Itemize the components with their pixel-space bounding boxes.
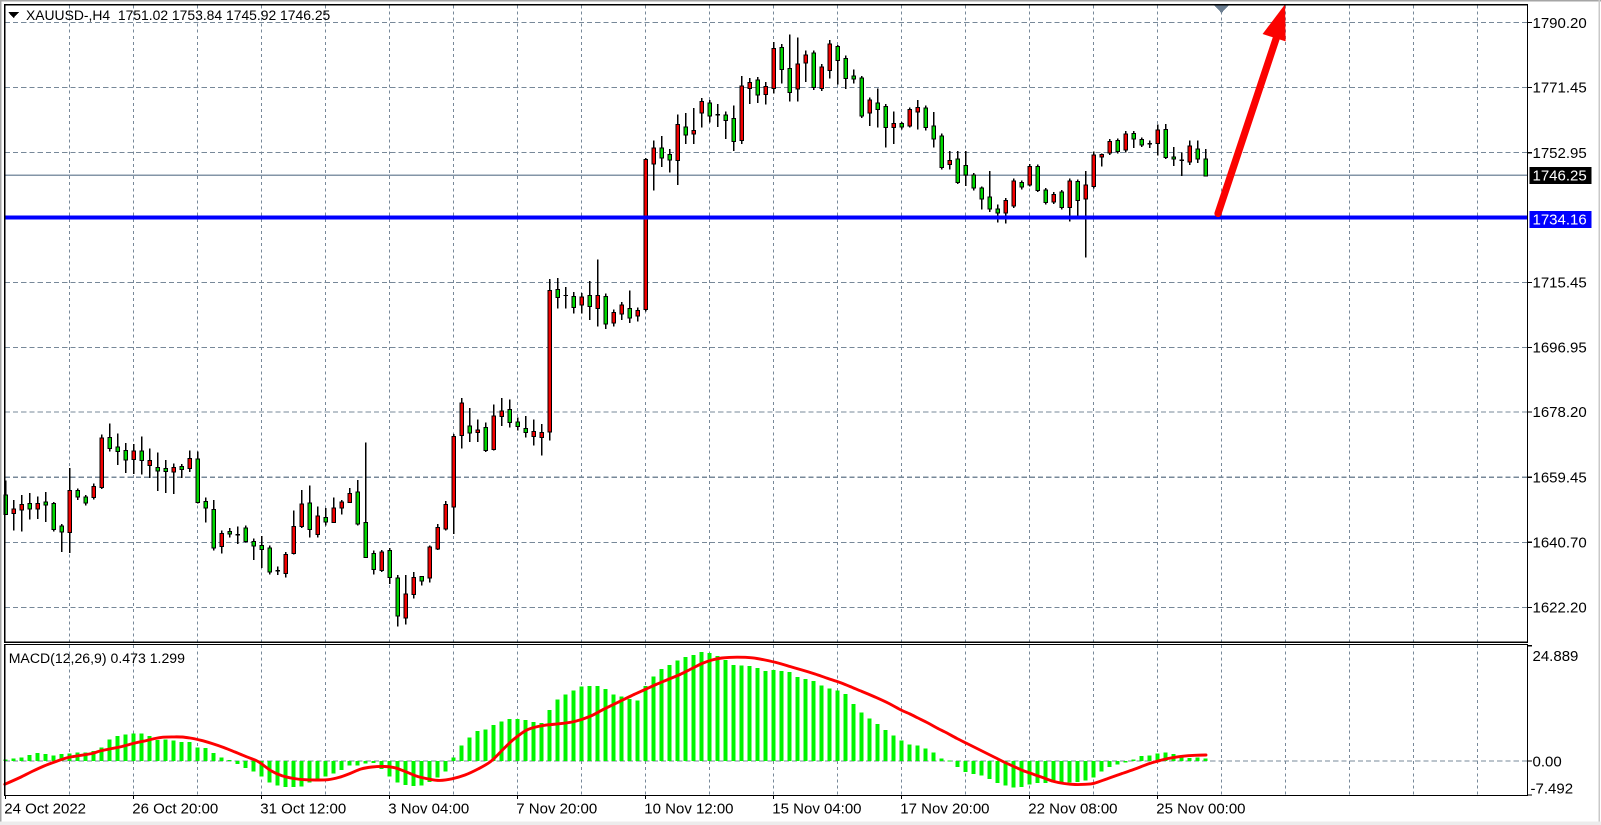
svg-text:1678.20: 1678.20 bbox=[1533, 404, 1587, 421]
svg-text:1752.95: 1752.95 bbox=[1533, 145, 1587, 162]
svg-text:31 Oct 12:00: 31 Oct 12:00 bbox=[260, 801, 346, 818]
svg-text:22 Nov 08:00: 22 Nov 08:00 bbox=[1028, 801, 1117, 818]
svg-text:25 Nov 00:00: 25 Nov 00:00 bbox=[1156, 801, 1245, 818]
svg-text:1734.16: 1734.16 bbox=[1533, 211, 1587, 228]
svg-text:0.00: 0.00 bbox=[1533, 753, 1562, 770]
svg-text:15 Nov 04:00: 15 Nov 04:00 bbox=[772, 801, 861, 818]
svg-text:1790.20: 1790.20 bbox=[1533, 15, 1587, 32]
svg-text:7 Nov 20:00: 7 Nov 20:00 bbox=[516, 801, 597, 818]
svg-text:1746.25: 1746.25 bbox=[1533, 167, 1587, 184]
svg-text:17 Nov 20:00: 17 Nov 20:00 bbox=[900, 801, 989, 818]
svg-text:1622.20: 1622.20 bbox=[1533, 600, 1587, 617]
svg-text:1659.45: 1659.45 bbox=[1533, 470, 1587, 487]
svg-text:1696.95: 1696.95 bbox=[1533, 340, 1587, 357]
svg-text:XAUUSD-,H4 1751.02 1753.84 17: XAUUSD-,H4 1751.02 1753.84 1745.92 1746.… bbox=[26, 7, 331, 23]
svg-text:24 Oct 2022: 24 Oct 2022 bbox=[4, 801, 86, 818]
svg-text:1715.45: 1715.45 bbox=[1533, 275, 1587, 292]
svg-text:1640.70: 1640.70 bbox=[1533, 535, 1587, 552]
svg-text:-7.492: -7.492 bbox=[1531, 781, 1574, 798]
svg-text:24.889: 24.889 bbox=[1533, 648, 1579, 665]
svg-text:MACD(12,26,9) 0.473 1.299: MACD(12,26,9) 0.473 1.299 bbox=[9, 650, 185, 666]
svg-text:26 Oct 20:00: 26 Oct 20:00 bbox=[132, 801, 218, 818]
svg-text:10 Nov 12:00: 10 Nov 12:00 bbox=[644, 801, 733, 818]
svg-text:1771.45: 1771.45 bbox=[1533, 80, 1587, 97]
svg-text:3 Nov 04:00: 3 Nov 04:00 bbox=[388, 801, 469, 818]
